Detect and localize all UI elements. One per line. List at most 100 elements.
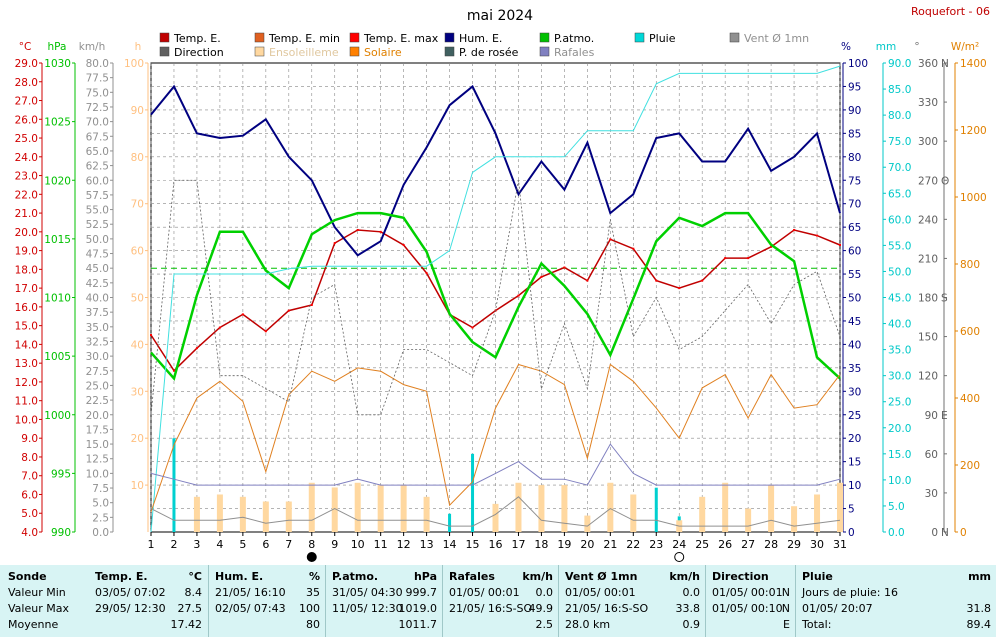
tick-label-dir: 90 bbox=[925, 410, 938, 422]
tick-letter-dir: E bbox=[941, 410, 948, 422]
tick-label-hum: 40 bbox=[848, 339, 861, 351]
tick-label-dir: 150 bbox=[918, 332, 938, 344]
stats-cell: 80 bbox=[306, 618, 320, 631]
x-tick-label: 16 bbox=[489, 538, 503, 551]
tick-label-temp: 5.0 bbox=[21, 508, 38, 520]
tick-label-dir: 120 bbox=[918, 371, 938, 383]
tick-label-press: 1005 bbox=[44, 351, 71, 363]
axis-unit-hum: % bbox=[841, 41, 851, 53]
tick-label-hum: 45 bbox=[848, 316, 861, 328]
tick-label-rain: 55.0 bbox=[888, 240, 911, 252]
stats-row: 21/05/ 16:S-SO 33.8 bbox=[559, 601, 706, 617]
tick-label-solar: 800 bbox=[960, 259, 980, 271]
stats-cell: 29/05/ 12:30 bbox=[95, 602, 166, 615]
tick-label-press: 1025 bbox=[44, 117, 71, 129]
stats-cell: 999.7 bbox=[405, 586, 438, 599]
stats-cell: °C bbox=[188, 570, 202, 583]
tick-label-sun: 30 bbox=[131, 386, 144, 398]
legend-label: Temp. E. max bbox=[363, 32, 439, 45]
stats-cell: Pluie bbox=[802, 570, 833, 583]
tick-label-temp: 29.0 bbox=[15, 58, 38, 70]
tick-label-solar: 1200 bbox=[960, 125, 987, 137]
x-tick-label: 25 bbox=[695, 538, 709, 551]
stats-row: 21/05/ 16:10 35 bbox=[209, 585, 326, 601]
chart-bars bbox=[172, 438, 843, 532]
x-tick-label: 9 bbox=[331, 538, 338, 551]
tick-label-wind: 27.5 bbox=[86, 366, 109, 378]
tick-label-press: 1015 bbox=[44, 234, 71, 246]
stats-cell: 100 bbox=[299, 602, 320, 615]
stats-cell: hPa bbox=[413, 570, 437, 583]
tick-label-wind: 77.5 bbox=[86, 73, 109, 85]
tick-label-rain: 10.0 bbox=[888, 475, 911, 487]
stats-row: 2.5 bbox=[443, 617, 559, 633]
bar-ensoleilleme bbox=[400, 485, 407, 532]
temp-point bbox=[701, 279, 704, 282]
temp-point bbox=[793, 228, 796, 231]
axis-unit-press: hPa bbox=[48, 41, 67, 53]
tick-label-wind: 20.0 bbox=[86, 410, 109, 422]
temp-point bbox=[333, 242, 336, 245]
tick-label-solar: 200 bbox=[960, 460, 980, 472]
x-tick-label: 29 bbox=[787, 538, 801, 551]
legend-swatch bbox=[539, 46, 550, 57]
x-tick-label: 21 bbox=[603, 538, 617, 551]
temp-point bbox=[724, 257, 727, 260]
stats-cell: N bbox=[781, 586, 790, 599]
tick-label-temp: 15.0 bbox=[15, 321, 38, 333]
tick-label-dir: 30 bbox=[925, 488, 938, 500]
x-tick-label: 24 bbox=[672, 538, 686, 551]
stats-cell: Valeur Max bbox=[8, 602, 69, 615]
stats-row: E bbox=[706, 617, 796, 633]
legend-label: Vent Ø 1mn bbox=[744, 32, 809, 45]
tick-label-wind: 17.5 bbox=[86, 424, 109, 436]
tick-label-wind: 50.0 bbox=[86, 234, 109, 246]
stats-cell: Sonde bbox=[8, 570, 47, 583]
tick-label-dir: 330 bbox=[918, 97, 938, 109]
stats-row: 01/05/ 00:01 0.0 bbox=[443, 585, 559, 601]
bar-ensoleilleme bbox=[354, 482, 361, 532]
x-tick-label: 31 bbox=[833, 538, 847, 551]
temp-point bbox=[310, 304, 313, 307]
tick-label-rain: 85.0 bbox=[888, 84, 911, 96]
tick-letter-dir: N bbox=[941, 58, 949, 70]
bar-ensoleilleme bbox=[377, 485, 384, 532]
legend-label: Direction bbox=[174, 46, 224, 59]
bar-ensoleilleme bbox=[216, 494, 223, 532]
x-tick-label: 13 bbox=[420, 538, 434, 551]
x-tick-label: 18 bbox=[534, 538, 548, 551]
tick-label-wind: 37.5 bbox=[86, 307, 109, 319]
legend-label: P.atmo. bbox=[554, 32, 594, 45]
series-line-p-atmo- bbox=[150, 211, 841, 381]
legend-label: Temp. E. bbox=[173, 32, 221, 45]
stats-cell: 35 bbox=[306, 586, 320, 599]
stats-cell: 1011.7 bbox=[398, 618, 438, 631]
temp-point bbox=[172, 369, 175, 372]
tick-label-temp: 12.0 bbox=[15, 377, 38, 389]
tick-label-wind: 75.0 bbox=[86, 87, 109, 99]
tick-label-wind: 10.0 bbox=[86, 468, 109, 480]
tick-label-solar: 0 bbox=[960, 527, 967, 539]
chart-lines bbox=[150, 65, 841, 533]
temp-point bbox=[747, 257, 750, 260]
stats-cell: km/h bbox=[669, 570, 700, 583]
bar-ensoleilleme bbox=[239, 496, 246, 532]
x-tick-label: 8 bbox=[308, 538, 315, 551]
tick-label-wind: 42.5 bbox=[86, 278, 109, 290]
x-tick-label: 26 bbox=[718, 538, 732, 551]
tick-label-sun: 100 bbox=[124, 58, 144, 70]
stats-cell: 21/05/ 16:S-SO bbox=[449, 602, 533, 615]
series-line-solaire bbox=[150, 363, 841, 513]
x-tick-label: 19 bbox=[557, 538, 571, 551]
tick-label-press: 995 bbox=[51, 468, 71, 480]
temp-point bbox=[195, 347, 198, 350]
stats-row: 21/05/ 16:S-SO 49.9 bbox=[443, 601, 559, 617]
bar-ensoleilleme bbox=[745, 508, 752, 532]
bar-ensoleilleme bbox=[584, 515, 591, 532]
tick-label-temp: 18.0 bbox=[15, 264, 38, 276]
tick-label-press: 990 bbox=[51, 527, 71, 539]
temp-point bbox=[770, 245, 773, 248]
tick-label-wind: 12.5 bbox=[86, 454, 109, 466]
tick-label-rain: 0.0 bbox=[888, 527, 905, 539]
x-tick-label: 6 bbox=[262, 538, 269, 551]
